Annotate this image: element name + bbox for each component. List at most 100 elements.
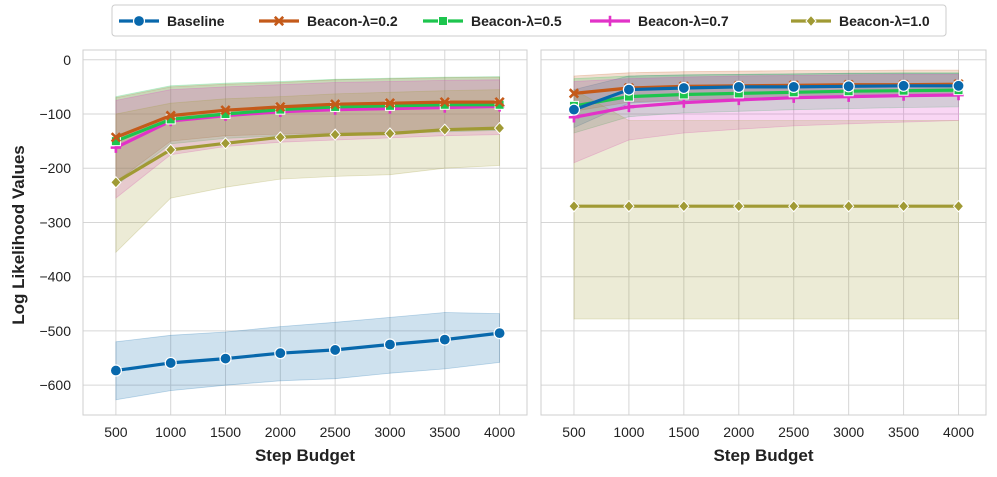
- data-point-beacon-0-2: [439, 96, 450, 108]
- x-tick-label: 1500: [210, 424, 241, 440]
- data-point-beacon-0-2: [494, 96, 505, 108]
- x-tick-label: 2000: [265, 424, 296, 440]
- data-point-baseline: [567, 103, 581, 116]
- series-line-beacon-0-7: [573, 93, 959, 119]
- data-point-baseline: [164, 356, 177, 370]
- legend-label-beacon-0-7: Beacon-λ=0.7: [638, 13, 729, 29]
- x-tick-label: 3000: [374, 424, 405, 440]
- series-line-baseline: [115, 331, 500, 373]
- gridlines: [541, 50, 986, 415]
- data-point-baseline: [438, 333, 451, 346]
- x-axis-label: Step Budget: [255, 446, 355, 465]
- legend-entry-beacon-1-0: Beacon-λ=1.0: [791, 13, 930, 29]
- series-line-beacon-0-5: [573, 88, 959, 108]
- data-point-baseline: [622, 83, 636, 96]
- data-point-beacon-1-0: [568, 199, 580, 213]
- y-tick-label: −300: [39, 214, 71, 230]
- data-point-beacon-0-2: [275, 101, 286, 113]
- data-point-beacon-1-0: [110, 176, 122, 189]
- data-point-baseline: [952, 79, 965, 92]
- x-tick-label: 2500: [320, 424, 351, 440]
- legend-entry-beacon-0-7: Beacon-λ=0.7: [590, 13, 729, 29]
- legend-marker-baseline: [132, 14, 146, 28]
- data-point-baseline: [219, 352, 232, 365]
- x-tick-label: 1500: [668, 424, 699, 440]
- data-point-beacon-1-0: [219, 137, 232, 150]
- data-point-baseline: [897, 79, 910, 92]
- panel-frame: [82, 49, 528, 416]
- x-tick-label: 2500: [778, 424, 809, 440]
- series-line-beacon-0-5: [115, 103, 500, 143]
- x-tick-label: 1000: [613, 424, 644, 440]
- legend-label-baseline: Baseline: [167, 13, 225, 29]
- data-point-baseline: [493, 327, 506, 340]
- series-line-beacon-1-0: [115, 126, 500, 184]
- x-tick-label: 4000: [484, 424, 515, 440]
- data-point-beacon-1-0: [733, 199, 745, 213]
- confidence-band-beacon-1-0: [115, 89, 500, 254]
- data-point-beacon-0-2: [568, 88, 580, 99]
- data-point-beacon-0-2: [384, 98, 396, 109]
- y-tick-label: 0: [63, 52, 71, 68]
- x-tick-label: 500: [562, 424, 586, 440]
- legend-entry-baseline: Baseline: [119, 13, 225, 29]
- data-point-beacon-1-0: [274, 131, 287, 144]
- y-tick-label: −400: [39, 269, 71, 285]
- legend-marker-beacon-0-5: [438, 16, 448, 26]
- data-point-baseline: [732, 80, 745, 93]
- legend-label-beacon-0-2: Beacon-λ=0.2: [307, 13, 398, 29]
- data-point-beacon-1-0: [897, 199, 910, 213]
- x-tick-label: 3000: [833, 424, 864, 440]
- data-point-baseline: [274, 347, 287, 360]
- data-point-beacon-1-0: [439, 123, 451, 136]
- legend-marker-beacon-0-2: [273, 15, 285, 27]
- data-point-baseline: [677, 81, 690, 95]
- left-panel: 500 1000 1500 2000 2500 3000 3500 4000 Step Budg…: [39, 49, 528, 465]
- y-axis-label: Log Likelihood Values: [9, 145, 28, 324]
- right-panel: 500 1000 1500 2000 2500 3000 3500 4000 Step Budg…: [540, 49, 987, 465]
- plot-area: [567, 69, 965, 320]
- data-point-beacon-1-0: [493, 121, 506, 135]
- legend-entry-beacon-0-2: Beacon-λ=0.2: [259, 13, 398, 29]
- data-point-beacon-1-0: [384, 127, 396, 140]
- data-point-beacon-1-0: [165, 143, 177, 157]
- data-point-beacon-1-0: [788, 199, 800, 213]
- data-point-beacon-0-2: [165, 110, 176, 121]
- y-tick-label: −200: [39, 160, 71, 176]
- y-tick-label: −500: [39, 323, 71, 339]
- confidence-band-baseline: [115, 312, 500, 401]
- data-point-beacon-0-2: [330, 99, 341, 110]
- plot-area: [109, 76, 506, 401]
- data-point-beacon-1-0: [329, 128, 341, 141]
- series-line-baseline: [573, 84, 959, 112]
- confidence-band-beacon-1-0: [573, 88, 959, 320]
- data-point-baseline: [842, 80, 855, 93]
- x-tick-label: 4000: [943, 424, 974, 440]
- data-point-beacon-1-0: [623, 199, 635, 213]
- legend-entry-beacon-0-5: Beacon-λ=0.5: [423, 13, 562, 29]
- data-point-beacon-1-0: [952, 199, 965, 213]
- data-point-beacon-0-2: [110, 132, 122, 143]
- data-point-baseline: [109, 364, 122, 377]
- x-tick-label: 3500: [429, 424, 460, 440]
- data-point-baseline: [787, 80, 800, 93]
- data-point-beacon-0-7: [623, 101, 635, 113]
- series-line-beacon-0-2: [115, 100, 500, 139]
- y-tick-label: −600: [39, 377, 71, 393]
- x-tick-label: 1000: [155, 424, 186, 440]
- x-tick-label: 2000: [723, 424, 754, 440]
- legend-marker-beacon-1-0: [805, 14, 817, 28]
- legend-frame: [111, 4, 947, 37]
- x-tick-label: 500: [104, 424, 128, 440]
- legend-label-beacon-1-0: Beacon-λ=1.0: [839, 13, 930, 29]
- legend-label-beacon-0-5: Beacon-λ=0.5: [471, 13, 562, 29]
- panel-frame: [540, 49, 987, 416]
- legend: Baseline Beacon-λ=0.2 Beacon-λ=0.5 Beacon-λ…: [111, 4, 947, 37]
- data-point-beacon-0-2: [220, 105, 231, 116]
- legend-marker-beacon-0-7: [604, 15, 616, 27]
- y-tick-label: −100: [39, 106, 71, 122]
- x-tick-label: 3500: [888, 424, 919, 440]
- data-point-beacon-1-0: [842, 199, 855, 213]
- data-point-baseline: [329, 343, 342, 357]
